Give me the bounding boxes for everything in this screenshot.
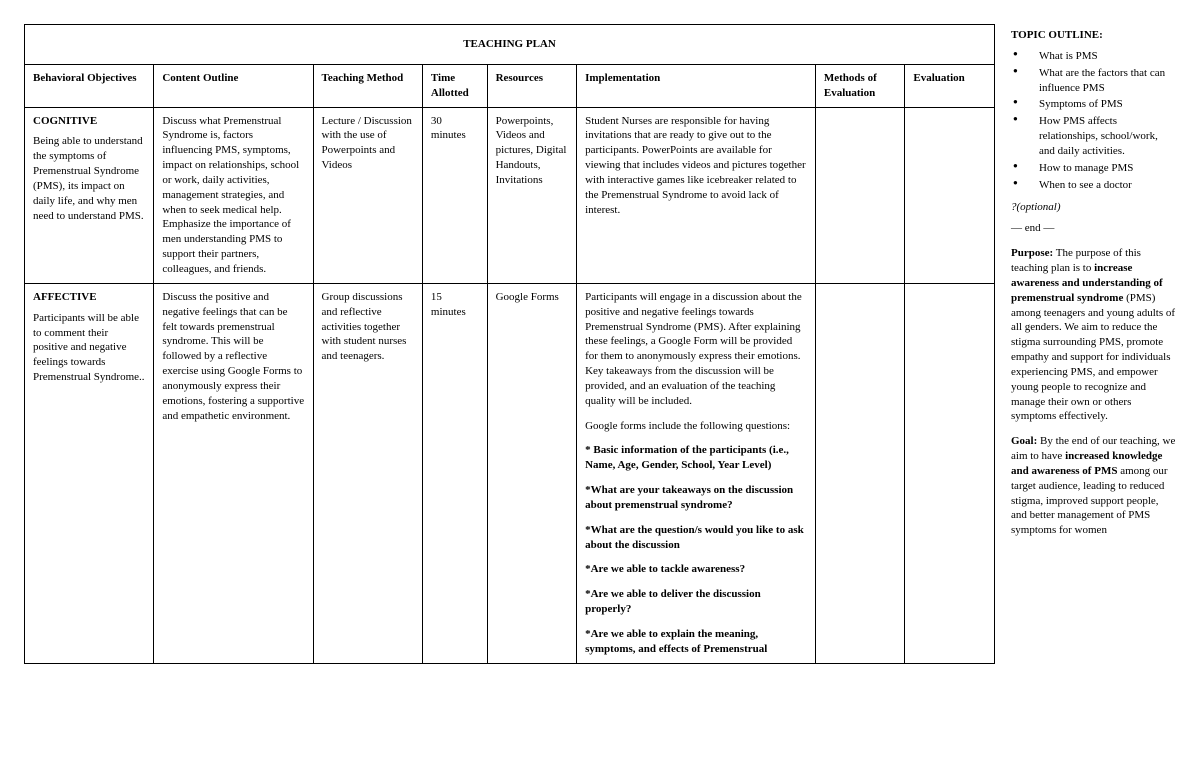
form-question: *What are the question/s would you like … xyxy=(585,523,807,553)
cell-resources: Powerpoints, Videos and pictures, Digita… xyxy=(487,107,577,283)
col-implementation: Implementation xyxy=(577,64,816,107)
cell-evaluation xyxy=(905,283,995,663)
table-wrap: TEACHING PLAN Behavioral Objectives Cont… xyxy=(24,24,995,664)
domain-label: AFFECTIVE xyxy=(33,290,145,305)
end-marker: — end — xyxy=(1011,221,1176,236)
cell-objective: AFFECTIVE Participants will be able to c… xyxy=(25,283,154,663)
topic-item: Symptoms of PMS xyxy=(1011,97,1176,112)
purpose-label: Purpose: xyxy=(1011,247,1053,259)
topic-item: What is PMS xyxy=(1011,49,1176,64)
topic-item: What are the factors that can influence … xyxy=(1011,66,1176,96)
table-title: TEACHING PLAN xyxy=(25,25,995,65)
implementation-intro-2: Google forms include the following quest… xyxy=(585,419,807,434)
objective-text: Participants will be able to comment the… xyxy=(33,311,145,385)
cell-methods-eval xyxy=(815,283,905,663)
topic-outline-list: What is PMS What are the factors that ca… xyxy=(1011,49,1176,193)
topic-item: How PMS affects relationships, school/wo… xyxy=(1011,114,1176,159)
goal-paragraph: Goal: By the end of our teaching, we aim… xyxy=(1011,434,1176,538)
goal-label: Goal: xyxy=(1011,435,1037,447)
col-teaching-method: Teaching Method xyxy=(313,64,422,107)
cell-implementation: Participants will engage in a discussion… xyxy=(577,283,816,663)
cell-time: 30 minutes xyxy=(422,107,487,283)
form-question: *Are we able to explain the meaning, sym… xyxy=(585,627,807,657)
col-resources: Resources xyxy=(487,64,577,107)
form-question: *What are your takeaways on the discussi… xyxy=(585,483,807,513)
cell-method: Group discussions and reflective activit… xyxy=(313,283,422,663)
purpose-paragraph: Purpose: The purpose of this teaching pl… xyxy=(1011,246,1176,424)
cell-content: Discuss the positive and negative feelin… xyxy=(154,283,313,663)
cell-methods-eval xyxy=(815,107,905,283)
purpose-text-2: (PMS) among teenagers and young adults o… xyxy=(1011,292,1175,423)
cell-content: Discuss what Premenstrual Syndrome is, f… xyxy=(154,107,313,283)
sidebar: TOPIC OUTLINE: What is PMS What are the … xyxy=(1011,24,1176,548)
cell-time: 15 minutes xyxy=(422,283,487,663)
form-question: * Basic information of the participants … xyxy=(585,443,807,473)
implementation-text: Student Nurses are responsible for havin… xyxy=(585,114,807,218)
teaching-plan-table: TEACHING PLAN Behavioral Objectives Cont… xyxy=(24,24,995,664)
form-question: *Are we able to deliver the discussion p… xyxy=(585,587,807,617)
row-affective: AFFECTIVE Participants will be able to c… xyxy=(25,283,995,663)
col-content-outline: Content Outline xyxy=(154,64,313,107)
cell-evaluation xyxy=(905,107,995,283)
col-time-allotted: Time Allotted xyxy=(422,64,487,107)
row-cognitive: COGNITIVE Being able to understand the s… xyxy=(25,107,995,283)
page: TEACHING PLAN Behavioral Objectives Cont… xyxy=(24,24,1176,664)
objective-text: Being able to understand the symptoms of… xyxy=(33,134,145,223)
implementation-intro-1: Participants will engage in a discussion… xyxy=(585,290,807,409)
topic-item: How to manage PMS xyxy=(1011,161,1176,176)
title-row: TEACHING PLAN xyxy=(25,25,995,65)
col-methods-evaluation: Methods of Evaluation xyxy=(815,64,905,107)
cell-objective: COGNITIVE Being able to understand the s… xyxy=(25,107,154,283)
cell-implementation: Student Nurses are responsible for havin… xyxy=(577,107,816,283)
header-row: Behavioral Objectives Content Outline Te… xyxy=(25,64,995,107)
optional-note: ?(optional) xyxy=(1011,200,1176,215)
topic-item: When to see a doctor xyxy=(1011,178,1176,193)
sidebar-heading: TOPIC OUTLINE: xyxy=(1011,28,1176,43)
cell-method: Lecture / Discussion with the use of Pow… xyxy=(313,107,422,283)
form-question: *Are we able to tackle awareness? xyxy=(585,562,807,577)
col-behavioral-objectives: Behavioral Objectives xyxy=(25,64,154,107)
col-evaluation: Evaluation xyxy=(905,64,995,107)
domain-label: COGNITIVE xyxy=(33,114,145,129)
cell-resources: Google Forms xyxy=(487,283,577,663)
